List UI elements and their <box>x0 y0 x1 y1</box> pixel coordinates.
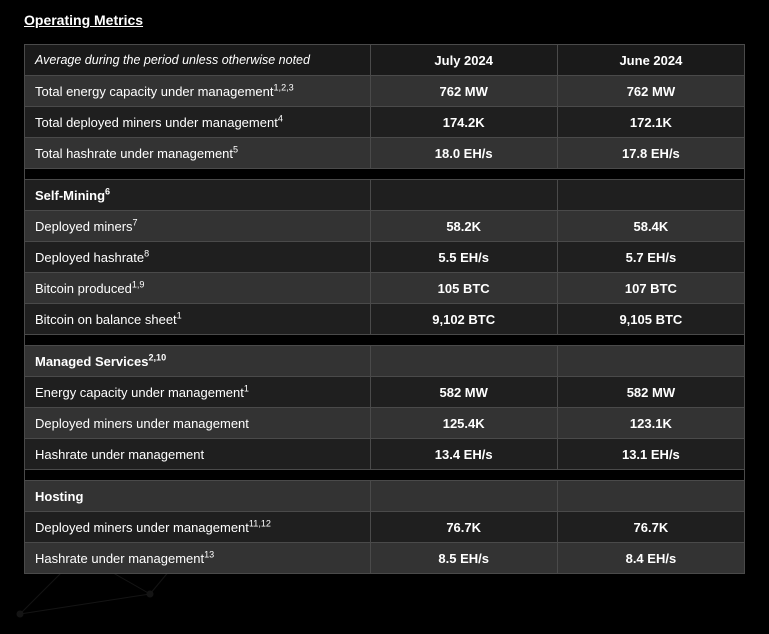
section-row: Managed Services2,10 <box>25 346 745 377</box>
row-value-2 <box>557 180 744 211</box>
row-label-text: Total hashrate under management <box>35 146 233 161</box>
table-row: Deployed miners under management 125.4K12… <box>25 408 745 439</box>
row-value-2: 123.1K <box>557 408 744 439</box>
section-row: Self-Mining6 <box>25 180 745 211</box>
row-value-1: 105 BTC <box>370 273 557 304</box>
spacer-row <box>25 169 745 180</box>
row-label-footnote: 1 <box>177 310 182 320</box>
table-row: Total energy capacity under management1,… <box>25 76 745 107</box>
header-col-1: July 2024 <box>370 45 557 76</box>
row-label-text: Hosting <box>35 489 83 504</box>
row-value-2 <box>557 346 744 377</box>
spacer-cell <box>25 335 745 346</box>
table-row: Deployed hashrate85.5 EH/s5.7 EH/s <box>25 242 745 273</box>
row-label-footnote: 1 <box>244 383 249 393</box>
row-label-footnote: 5 <box>233 144 238 154</box>
row-label: Bitcoin produced1,9 <box>25 273 371 304</box>
row-label: Total hashrate under management5 <box>25 138 371 169</box>
row-label-footnote: 6 <box>105 186 110 196</box>
row-value-1 <box>370 180 557 211</box>
row-label-footnote: 4 <box>278 113 283 123</box>
row-label-text: Total deployed miners under management <box>35 115 278 130</box>
table-row: Bitcoin produced1,9105 BTC107 BTC <box>25 273 745 304</box>
row-value-1: 582 MW <box>370 377 557 408</box>
row-label-footnote: 1,9 <box>132 279 145 289</box>
row-value-1: 125.4K <box>370 408 557 439</box>
row-value-1: 174.2K <box>370 107 557 138</box>
row-value-2: 172.1K <box>557 107 744 138</box>
table-row: Deployed miners under management11,1276.… <box>25 512 745 543</box>
row-value-1: 18.0 EH/s <box>370 138 557 169</box>
table-row: Total deployed miners under management41… <box>25 107 745 138</box>
table-row: Hashrate under management138.5 EH/s8.4 E… <box>25 543 745 574</box>
row-label-text: Deployed hashrate <box>35 250 144 265</box>
row-label-text: Total energy capacity under management <box>35 84 273 99</box>
row-label: Managed Services2,10 <box>25 346 371 377</box>
row-value-2: 8.4 EH/s <box>557 543 744 574</box>
table-row: Deployed miners758.2K58.4K <box>25 211 745 242</box>
row-label: Total deployed miners under management4 <box>25 107 371 138</box>
spacer-cell <box>25 169 745 180</box>
header-label: Average during the period unless otherwi… <box>25 45 371 76</box>
row-label-text: Bitcoin on balance sheet <box>35 312 177 327</box>
operating-metrics-table: Average during the period unless otherwi… <box>24 44 745 574</box>
row-label-text: Deployed miners <box>35 219 133 234</box>
row-value-2: 58.4K <box>557 211 744 242</box>
row-label-text: Hashrate under management <box>35 447 204 462</box>
section-row: Hosting <box>25 481 745 512</box>
row-label: Self-Mining6 <box>25 180 371 211</box>
row-label: Energy capacity under management1 <box>25 377 371 408</box>
row-value-2: 9,105 BTC <box>557 304 744 335</box>
row-label: Hashrate under management <box>25 439 371 470</box>
row-label-footnote: 2,10 <box>148 352 166 362</box>
row-label-footnote: 11,12 <box>249 518 271 528</box>
row-value-1 <box>370 346 557 377</box>
row-value-1: 76.7K <box>370 512 557 543</box>
row-value-2: 17.8 EH/s <box>557 138 744 169</box>
row-value-2: 13.1 EH/s <box>557 439 744 470</box>
row-value-1: 58.2K <box>370 211 557 242</box>
row-label: Hosting <box>25 481 371 512</box>
row-value-1 <box>370 481 557 512</box>
table-row: Hashrate under management 13.4 EH/s13.1 E… <box>25 439 745 470</box>
row-label-text: Deployed miners under management <box>35 520 249 535</box>
row-label: Deployed miners under management11,12 <box>25 512 371 543</box>
row-label: Deployed miners7 <box>25 211 371 242</box>
row-label-text: Bitcoin produced <box>35 281 132 296</box>
row-label: Total energy capacity under management1,… <box>25 76 371 107</box>
row-label: Bitcoin on balance sheet1 <box>25 304 371 335</box>
row-value-1: 762 MW <box>370 76 557 107</box>
row-label-footnote: 7 <box>133 217 138 227</box>
row-label: Deployed miners under management <box>25 408 371 439</box>
row-label-footnote: 8 <box>144 248 149 258</box>
row-label-footnote: 13 <box>204 549 214 559</box>
table-row: Total hashrate under management518.0 EH/… <box>25 138 745 169</box>
row-value-1: 13.4 EH/s <box>370 439 557 470</box>
row-value-2: 762 MW <box>557 76 744 107</box>
row-value-1: 9,102 BTC <box>370 304 557 335</box>
row-value-2: 76.7K <box>557 512 744 543</box>
row-label-text: Deployed miners under management <box>35 416 249 431</box>
spacer-row <box>25 470 745 481</box>
page-title: Operating Metrics <box>24 12 143 28</box>
row-label: Hashrate under management13 <box>25 543 371 574</box>
row-label-footnote: 1,2,3 <box>273 82 293 92</box>
spacer-row <box>25 335 745 346</box>
header-col-2: June 2024 <box>557 45 744 76</box>
row-value-2 <box>557 481 744 512</box>
row-label-text: Self-Mining <box>35 188 105 203</box>
row-value-2: 582 MW <box>557 377 744 408</box>
row-value-2: 107 BTC <box>557 273 744 304</box>
table-row: Bitcoin on balance sheet19,102 BTC9,105 … <box>25 304 745 335</box>
row-value-1: 5.5 EH/s <box>370 242 557 273</box>
table-row: Energy capacity under management1582 MW5… <box>25 377 745 408</box>
row-label-text: Managed Services <box>35 354 148 369</box>
table-header-row: Average during the period unless otherwi… <box>25 45 745 76</box>
row-label: Deployed hashrate8 <box>25 242 371 273</box>
row-value-1: 8.5 EH/s <box>370 543 557 574</box>
row-label-text: Energy capacity under management <box>35 385 244 400</box>
spacer-cell <box>25 470 745 481</box>
row-label-text: Hashrate under management <box>35 551 204 566</box>
row-value-2: 5.7 EH/s <box>557 242 744 273</box>
